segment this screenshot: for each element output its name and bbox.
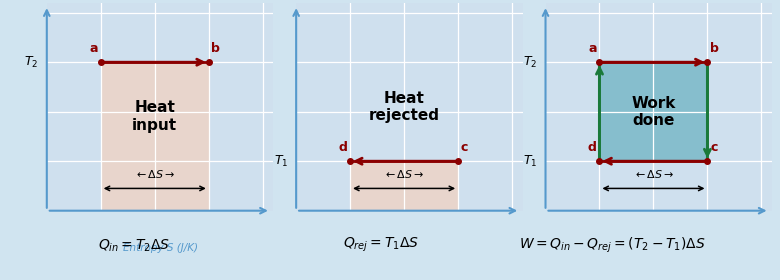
- Text: Entropy S (J/K): Entropy S (J/K): [122, 243, 197, 253]
- Text: Heat
input: Heat input: [132, 101, 177, 133]
- Bar: [600, 62, 707, 161]
- Text: c: c: [710, 141, 718, 154]
- Bar: [350, 161, 458, 211]
- Text: $\leftarrow \Delta S \rightarrow$: $\leftarrow \Delta S \rightarrow$: [134, 167, 176, 179]
- Text: b: b: [710, 42, 719, 55]
- Text: $\leftarrow \Delta S \rightarrow$: $\leftarrow \Delta S \rightarrow$: [384, 167, 425, 179]
- Text: $Q_{in} = T_2\Delta S$: $Q_{in} = T_2\Delta S$: [98, 237, 170, 254]
- Text: Work
done: Work done: [631, 95, 675, 128]
- Text: $W = Q_{in} - Q_{rej} = (T_2 - T_1)\Delta S$: $W = Q_{in} - Q_{rej} = (T_2 - T_1)\Delt…: [519, 236, 706, 255]
- Text: a: a: [588, 42, 597, 55]
- Text: $Q_{rej} = T_1\Delta S$: $Q_{rej} = T_1\Delta S$: [342, 236, 418, 255]
- Text: $\leftarrow \Delta S \rightarrow$: $\leftarrow \Delta S \rightarrow$: [633, 167, 674, 179]
- Text: d: d: [339, 141, 347, 154]
- Text: c: c: [461, 141, 468, 154]
- Text: a: a: [90, 42, 98, 55]
- Text: d: d: [588, 141, 597, 154]
- Text: Heat
rejected: Heat rejected: [369, 90, 440, 123]
- Text: $T_2$: $T_2$: [523, 55, 537, 70]
- Text: $T_1$: $T_1$: [523, 154, 537, 169]
- Bar: [101, 62, 209, 211]
- Text: $T_1$: $T_1$: [274, 154, 288, 169]
- Text: b: b: [211, 42, 220, 55]
- Text: $T_2$: $T_2$: [24, 55, 39, 70]
